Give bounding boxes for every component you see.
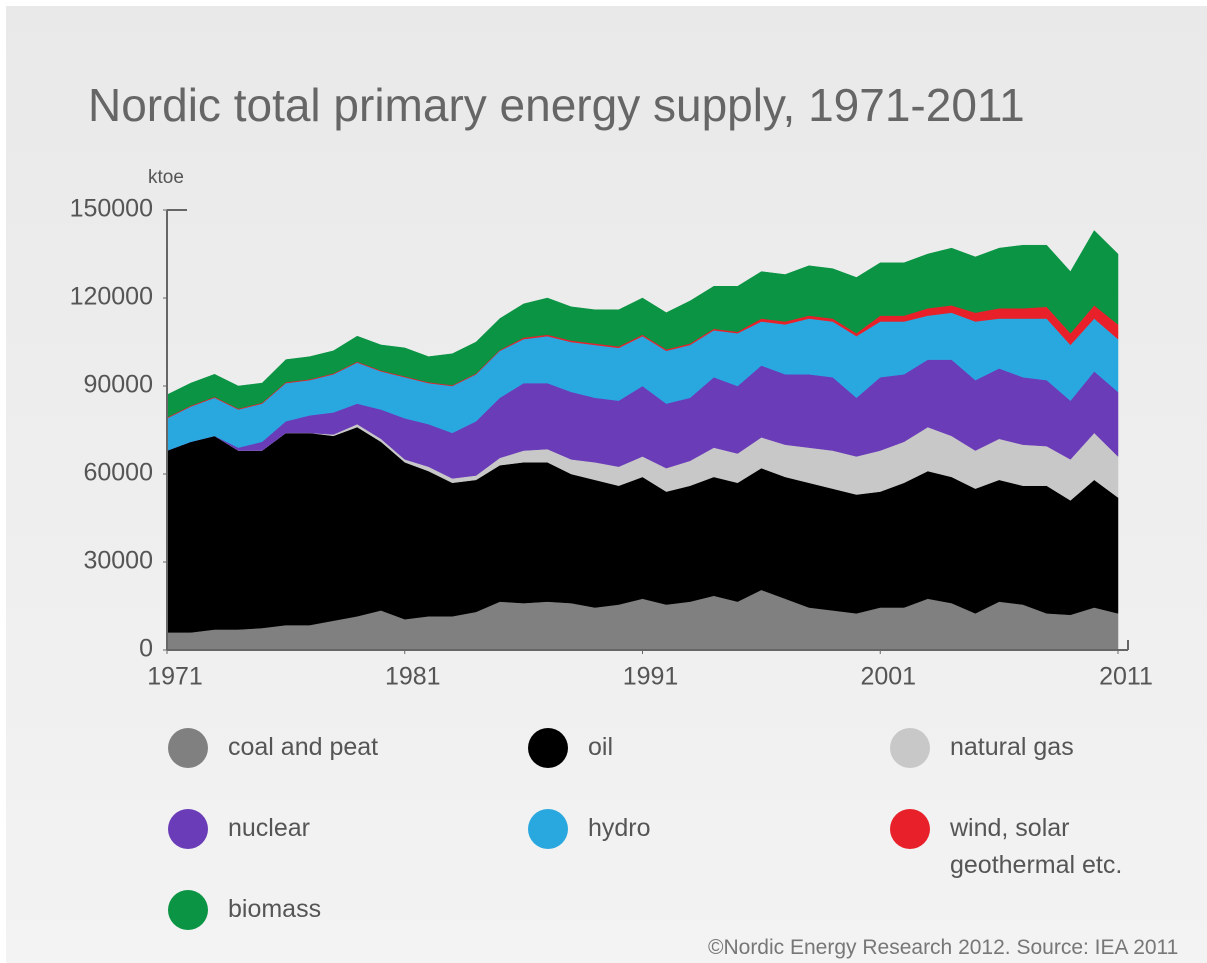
- plot: ktoe 0 30000 60000 90000 120000 150000 1971 1981…: [70, 167, 1153, 691]
- legend-swatch: [528, 809, 568, 849]
- y-tick-label: 0: [139, 635, 153, 663]
- legend-label: hydro: [588, 814, 651, 842]
- x-tick-label: 2001: [860, 663, 916, 691]
- y-tick-label: 150000: [70, 195, 153, 223]
- legend-swatch: [168, 728, 208, 768]
- legend-swatch: [168, 890, 208, 930]
- legend-label: oil: [588, 733, 614, 761]
- source: ©Nordic Energy Research 2012. Source: IE…: [708, 936, 1179, 959]
- y-axis-label: ktoe: [148, 167, 184, 188]
- y-tick-label: 60000: [83, 459, 153, 487]
- legend-swatch: [890, 728, 930, 768]
- x-tick-label: 2011: [1099, 663, 1153, 691]
- area: [166, 230, 1119, 418]
- y-tick-label: 120000: [70, 283, 153, 311]
- legend-label: wind, solar geothermal etc.: [950, 814, 1123, 879]
- legend-label: nuclear: [228, 814, 310, 842]
- y-tick-label: 30000: [83, 547, 153, 575]
- chart: Nordic total primary energy supply, 1971…: [6, 6, 1207, 963]
- legend-swatch: [528, 728, 568, 768]
- x-tick-label: 1991: [623, 663, 679, 691]
- y-tick-label: 90000: [83, 371, 153, 399]
- legend-swatch: [890, 809, 930, 849]
- chart-title: Nordic total primary energy supply, 1971…: [88, 79, 1025, 131]
- legend-label: biomass: [228, 895, 322, 923]
- legend-swatch: [168, 809, 208, 849]
- x-tick-label: 1981: [385, 663, 441, 691]
- legend-label: coal and peat: [228, 733, 379, 761]
- x-tick-label: 1971: [147, 663, 203, 691]
- legend-label: natural gas: [950, 733, 1074, 761]
